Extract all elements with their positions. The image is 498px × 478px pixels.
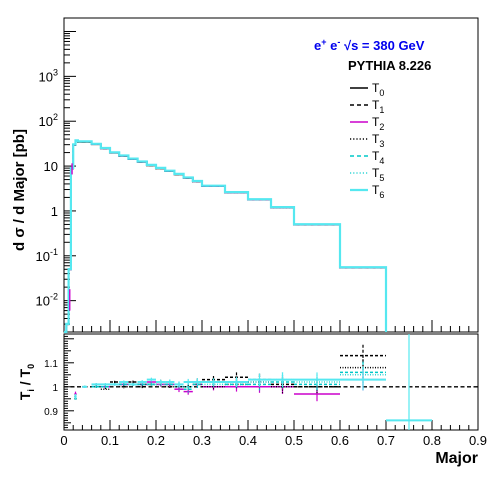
legend-label-T3: T3 [372, 132, 384, 149]
ratio-y-axis-label: Ti / T0 [17, 364, 36, 400]
x-axis-label: Major [435, 450, 478, 467]
legend-label-T0: T0 [372, 81, 384, 98]
top-y-tick-label: 102 [39, 112, 58, 129]
x-tick-label: 0.5 [285, 433, 303, 448]
process-annotation: e+ e- √s = 380 GeV [314, 37, 425, 53]
top-y-tick-label: 10-2 [36, 292, 58, 309]
x-tick-label: 0.6 [331, 433, 349, 448]
x-tick-label: 0.7 [377, 433, 395, 448]
top-y-tick-label: 10-1 [36, 247, 58, 264]
x-tick-label: 0.9 [469, 433, 487, 448]
ratio-y-axis-ticks: 0.9 1 1.1 [44, 333, 74, 431]
x-tick-label: 0.3 [193, 433, 211, 448]
top-series-T6 [64, 139, 388, 334]
ratio-y-tick-label: 1.1 [44, 359, 58, 370]
top-y-tick-label: 1 [51, 204, 58, 219]
x-tick-label: 0.2 [147, 433, 165, 448]
legend-label-T1: T1 [372, 98, 384, 115]
ratio-y-tick-label: 0.9 [44, 407, 58, 418]
top-x-axis-ticks [63, 320, 479, 332]
top-y-axis-label: d σ / d Major [pb] [11, 129, 28, 251]
x-tick-label: 0 [60, 433, 67, 448]
x-tick-label: 0.4 [239, 433, 257, 448]
top-y-tick-label: 10 [44, 159, 58, 174]
ratio-y-tick-label: 1 [52, 383, 58, 394]
x-tick-label: 0.8 [423, 433, 441, 448]
top-histogram-series [64, 139, 388, 334]
legend-label-T2: T2 [372, 115, 384, 132]
legend-label-T6: T6 [372, 183, 384, 200]
ratio-x-axis-ticks: 0 0.1 0.2 0.3 0.4 0.5 0.6 0.7 0.8 0.9 [60, 420, 487, 448]
legend-label-T4: T4 [372, 149, 384, 166]
ratio-series [74, 334, 432, 430]
top-panel-frame [63, 17, 479, 333]
top-y-axis-ticks: 10-2 10-1 1 10 102 103 [36, 17, 76, 333]
legend-label-T5: T5 [372, 166, 384, 183]
generator-label: PYTHIA 8.226 [348, 58, 431, 73]
top-y-tick-label: 103 [39, 67, 58, 84]
x-tick-label: 0.1 [101, 433, 119, 448]
